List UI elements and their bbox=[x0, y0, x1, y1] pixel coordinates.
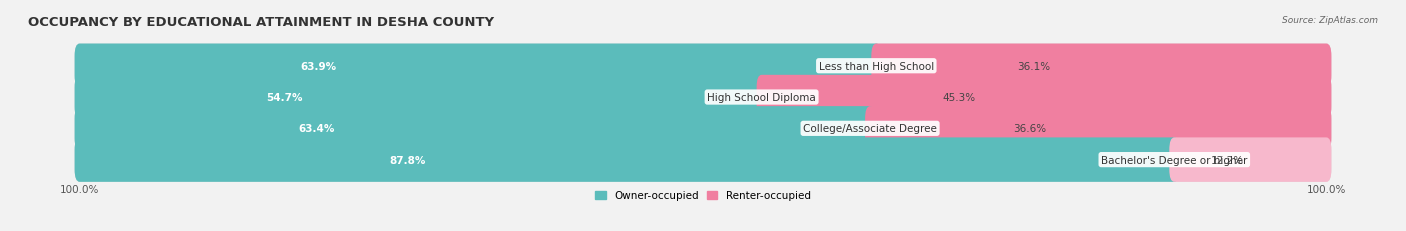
Text: 12.2%: 12.2% bbox=[1211, 155, 1244, 165]
Text: 63.4%: 63.4% bbox=[298, 124, 335, 134]
Text: OCCUPANCY BY EDUCATIONAL ATTAINMENT IN DESHA COUNTY: OCCUPANCY BY EDUCATIONAL ATTAINMENT IN D… bbox=[28, 16, 495, 29]
Text: 36.1%: 36.1% bbox=[1018, 61, 1050, 71]
FancyBboxPatch shape bbox=[75, 44, 1331, 88]
FancyBboxPatch shape bbox=[75, 44, 882, 88]
FancyBboxPatch shape bbox=[872, 44, 1331, 88]
FancyBboxPatch shape bbox=[75, 107, 875, 151]
Text: College/Associate Degree: College/Associate Degree bbox=[803, 124, 936, 134]
Text: 54.7%: 54.7% bbox=[266, 93, 302, 103]
FancyBboxPatch shape bbox=[75, 107, 1331, 151]
FancyBboxPatch shape bbox=[756, 76, 1331, 120]
Text: 87.8%: 87.8% bbox=[389, 155, 426, 165]
Text: Bachelor's Degree or higher: Bachelor's Degree or higher bbox=[1101, 155, 1247, 165]
Text: 36.6%: 36.6% bbox=[1014, 124, 1046, 134]
FancyBboxPatch shape bbox=[1170, 138, 1331, 182]
Text: 45.3%: 45.3% bbox=[943, 93, 976, 103]
Text: 63.9%: 63.9% bbox=[301, 61, 336, 71]
Text: Source: ZipAtlas.com: Source: ZipAtlas.com bbox=[1282, 16, 1378, 25]
FancyBboxPatch shape bbox=[865, 107, 1331, 151]
FancyBboxPatch shape bbox=[75, 76, 1331, 120]
FancyBboxPatch shape bbox=[75, 138, 1331, 182]
Legend: Owner-occupied, Renter-occupied: Owner-occupied, Renter-occupied bbox=[591, 186, 815, 204]
Text: Less than High School: Less than High School bbox=[818, 61, 934, 71]
FancyBboxPatch shape bbox=[75, 76, 766, 120]
FancyBboxPatch shape bbox=[75, 138, 1180, 182]
Text: High School Diploma: High School Diploma bbox=[707, 93, 815, 103]
